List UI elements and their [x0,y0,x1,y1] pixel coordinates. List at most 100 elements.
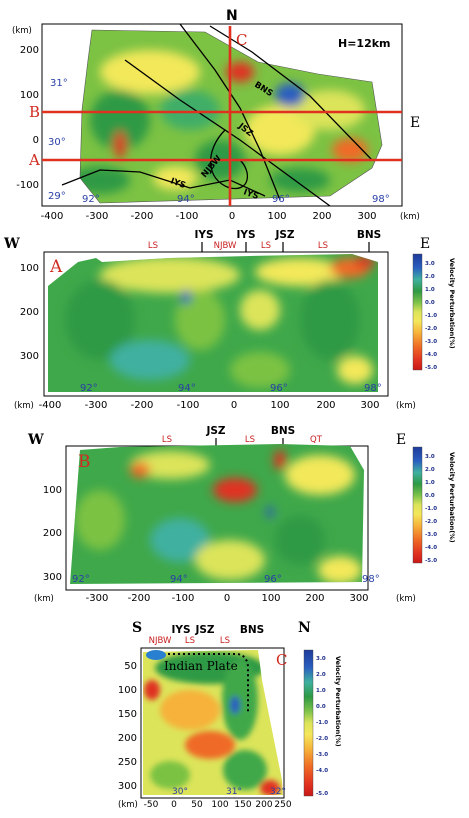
section-c-x-ticks: -50 0 50 100 150 200 250 [144,800,292,810]
section-b-panel: W E JSZ BNS LS LS QT [27,425,456,604]
map-xtick: 300 [357,211,376,222]
section-b-y-ticks: 100 200 300 [43,485,62,583]
map-y-unit: (km) [12,26,32,36]
section-a-top-labels: IYS IYS JSZ BNS [194,229,381,241]
map-ytick: 0 [33,135,39,146]
section-c-south: S [132,620,142,636]
section-a-letter: A [49,257,63,277]
section-c-label-jsz: JSZ [194,624,214,636]
section-a-xtick: -100 [177,400,200,411]
section-b-label-ls-1: LS [162,435,172,445]
section-a-east: E [420,236,430,252]
cb-tick: 2.0 [316,672,326,678]
map-xtick: 0 [229,211,235,222]
section-c-colorbar-ticks: 3.0 2.0 1.0 0.0 -1.0 -2.0 -3.0 -4.0 -5.0 [316,656,328,797]
cb-tick: -4.0 [425,545,437,551]
map-xtick: -200 [131,211,154,222]
section-b-red-labels: LS LS QT [162,435,323,445]
map-profile-c: C [236,31,247,49]
section-a-lon-96: 96° [270,383,288,394]
section-a-colorbar [412,253,423,371]
map-lon-96: 96° [272,194,290,205]
map-xtick: -100 [176,211,199,222]
map-deg-labels: 31° 30° 29° 92° 94° 96° 98° [48,78,390,205]
section-b-top-labels: JSZ BNS [205,425,295,437]
cb-tick: -3.0 [425,339,437,345]
section-a-ytick: 200 [20,307,39,318]
section-c-north: N [298,620,311,636]
section-c-lat-32: 32° [270,787,286,797]
cb-tick: -2.0 [425,326,437,332]
section-a-xtick: 200 [316,400,335,411]
cb-tick: 2.0 [425,467,435,473]
section-a-velocity-field [48,254,378,392]
section-b-xtick: -100 [172,593,195,604]
section-a-xtick: 300 [360,400,379,411]
section-b-colorbar-title: Velocity Perturbation(%) [448,452,456,543]
cb-tick: -1.0 [425,506,437,512]
section-a-y-unit: (km) [14,401,34,411]
section-b-xtick: 200 [305,593,324,604]
section-a-ytick: 100 [20,263,39,274]
section-b-velocity-field [70,444,364,584]
map-lon-98: 98° [372,194,390,205]
section-a-label-iys-2: IYS [236,229,255,241]
section-c-y-unit: (km) [118,800,138,810]
section-b-lon-92: 92° [72,574,90,585]
cb-tick: -3.0 [316,752,328,758]
section-c-ytick: 200 [118,733,137,744]
section-a-west: W [3,236,20,252]
section-b-lon-96: 96° [264,574,282,585]
cb-tick: 3.0 [316,656,326,662]
cb-tick: 1.0 [316,688,326,694]
section-a-label-ls-1: LS [148,241,158,251]
section-c-y-ticks: 50 100 150 200 250 300 [118,661,137,792]
section-c-xtick: -50 [144,800,159,810]
section-a-xtick: 0 [231,400,237,411]
section-a-xtick: 100 [270,400,289,411]
section-c-xtick: 150 [234,800,251,810]
section-b-y-unit: (km) [34,594,54,604]
section-b-west: W [27,432,44,448]
cb-tick: 2.0 [425,274,435,280]
map-profile-a: A [28,151,40,169]
section-a-xtick: -300 [85,400,108,411]
section-c-xtick: 250 [274,800,291,810]
section-b-lon-98: 98° [362,574,380,585]
section-a-label-iys-1: IYS [194,229,213,241]
map-lat-30: 30° [48,137,66,148]
cb-tick: -4.0 [425,352,437,358]
section-a-y-ticks: 100 200 300 [20,263,39,362]
section-b-label-ls-2: LS [245,435,255,445]
cb-tick: -2.0 [425,519,437,525]
section-a-label-ls-2: LS [261,241,271,251]
section-c-lat-labels: 30° 31° 32° [172,787,286,797]
map-profile-b: B [29,103,40,121]
section-b-lon-94: 94° [170,574,188,585]
cb-tick: 0.0 [425,493,435,499]
map-lat-31: 31° [50,78,68,89]
section-b-xtick: -200 [128,593,151,604]
section-c-panel: S N IYS JSZ BNS NJBW LS LS [118,620,342,810]
section-b-colorbar-ticks: 3.0 2.0 1.0 0.0 -1.0 -2.0 -3.0 -4.0 -5.0 [425,454,437,564]
section-a-label-bns: BNS [357,229,381,241]
section-b-ytick: 200 [43,528,62,539]
cb-tick: -4.0 [316,768,328,774]
cb-tick: 1.0 [425,287,435,293]
section-c-letter: C [276,651,287,669]
section-c-red-labels: NJBW LS LS [149,636,230,646]
cb-tick: -5.0 [316,791,328,797]
cb-tick: -2.0 [316,736,328,742]
section-a-label-njbw: NJBW [214,241,237,251]
section-c-plate-label: Indian Plate [164,659,238,673]
map-lat-29: 29° [48,191,66,202]
section-b-x-unit: (km) [396,594,416,604]
section-a-red-labels: LS NJBW LS LS [148,241,328,251]
section-c-colorbar-title: Velocity Perturbation(%) [334,656,342,747]
section-b-xtick: 300 [349,593,368,604]
section-a-lon-98: 98° [364,383,382,394]
section-c-blue-blob [146,650,166,660]
map-ytick: 200 [20,45,39,56]
section-c-xtick: 0 [171,800,177,810]
cb-tick: 0.0 [425,300,435,306]
